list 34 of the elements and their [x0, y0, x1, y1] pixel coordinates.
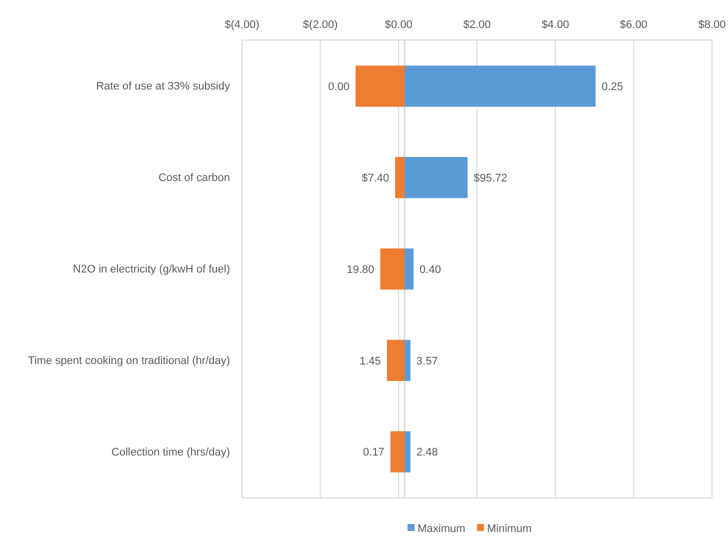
annotation: 2.48	[416, 446, 438, 459]
x-tick-label: $0.00	[384, 19, 412, 31]
annotation: 0.40	[420, 264, 441, 276]
x-tick-label: $2.00	[463, 19, 491, 31]
y-tick-label: N2O in electricity (g/kwH of fuel)	[72, 264, 230, 276]
legend-label: Maximum	[418, 522, 466, 535]
y-tick-label: Time spent cooking on traditional (hr/day)	[28, 354, 230, 367]
x-tick-label: $4.00	[542, 19, 570, 31]
bar	[386, 340, 405, 381]
annotation: $7.40	[362, 172, 390, 184]
x-tick-label: $6.00	[620, 19, 648, 31]
annotation: 0.25	[602, 81, 624, 94]
y-tick-label: Collection time (hrs/day)	[111, 446, 230, 458]
bar	[356, 66, 405, 107]
bar	[404, 248, 414, 290]
annotation: 0.00	[328, 81, 350, 94]
annotation: 0.17	[363, 446, 384, 459]
bar	[404, 157, 468, 198]
annotation: 3.57	[416, 355, 438, 368]
x-tick-label: $(4.00)	[224, 19, 260, 31]
bar	[404, 431, 410, 472]
y-tick-label: Rate of use at 33% subsidy	[96, 80, 230, 93]
bar	[380, 248, 405, 290]
x-tick-label: $8.00	[698, 19, 726, 31]
bar	[395, 157, 405, 198]
y-tick-label: Cost of carbon	[158, 172, 230, 184]
bar	[404, 340, 410, 381]
bar	[404, 66, 596, 107]
annotation: 19.80	[346, 264, 374, 276]
annotation: $95.72	[474, 172, 508, 184]
legend-label: Minimum	[487, 522, 532, 535]
bar	[390, 431, 405, 472]
x-tick-label: $(2.00)	[302, 19, 338, 31]
annotation: 1.45	[359, 355, 381, 368]
